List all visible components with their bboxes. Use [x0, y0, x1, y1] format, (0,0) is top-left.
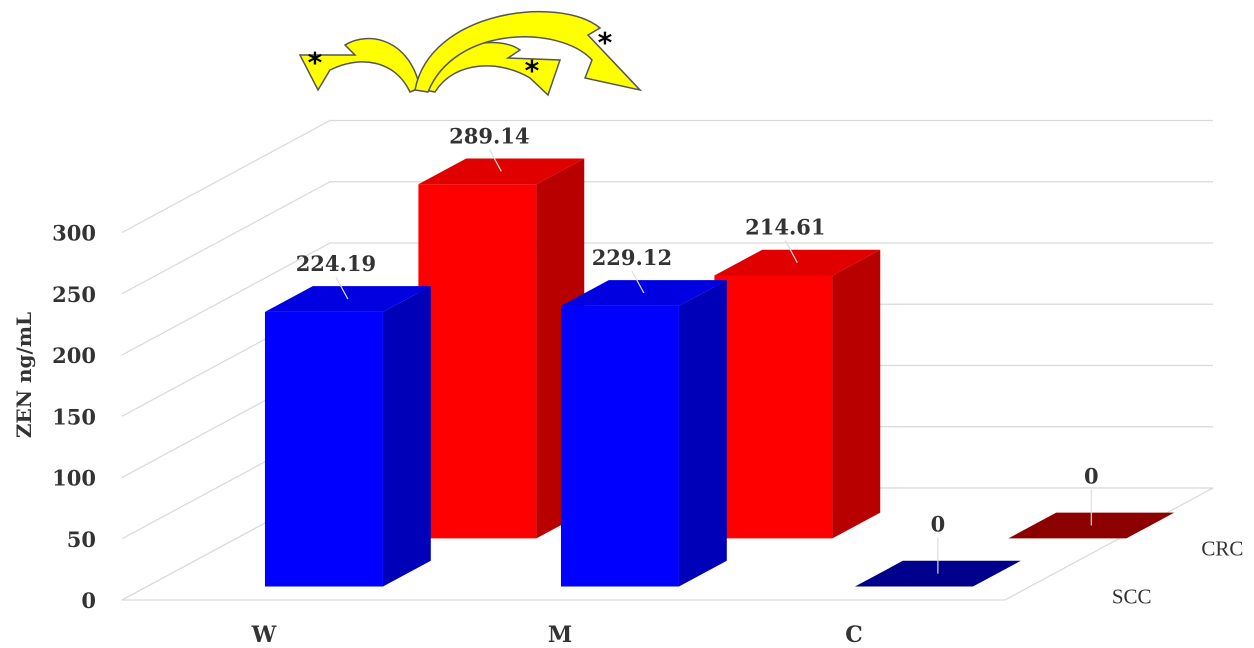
y-tick-label: 0 [81, 588, 96, 613]
significance-star: * [598, 26, 613, 59]
bar-scc-w: 224.19 [264, 251, 431, 587]
category-label: M [548, 622, 572, 648]
y-tick-label: 150 [52, 404, 96, 429]
y-tick-label: 300 [52, 221, 96, 246]
bar-front [264, 311, 383, 587]
data-label: 0 [1084, 464, 1099, 489]
y-tick-label: 100 [52, 466, 96, 491]
grid-line [121, 242, 1213, 356]
y-tick-label: 250 [52, 282, 96, 307]
bar-side [382, 286, 431, 587]
significance-arrows: * * * [298, 10, 643, 97]
data-label: 224.19 [296, 251, 376, 276]
category-label: C [845, 622, 863, 648]
bar-crc-c: 0 [1008, 464, 1175, 539]
arrow-right-long [414, 10, 643, 93]
category-label: W [251, 622, 277, 648]
series-label: SCC [1112, 585, 1152, 609]
data-label-leader [784, 240, 798, 263]
grid-line [121, 119, 1213, 234]
bar-side [678, 280, 727, 587]
series-label: CRC [1201, 537, 1243, 561]
significance-star: * [308, 46, 323, 79]
data-label: 289.14 [449, 123, 529, 148]
y-axis-ticks: 0 50 100 150 200 250 300 [52, 221, 96, 614]
data-label-leader [488, 149, 502, 172]
bar-front [560, 305, 679, 587]
arrow-left [298, 37, 421, 93]
bar-side [832, 249, 881, 539]
data-label-leader [335, 276, 349, 300]
significance-star: * [525, 54, 540, 87]
bar-scc-c: 0 [854, 512, 1021, 587]
grid-line [121, 181, 1213, 295]
bar-front [418, 184, 537, 539]
bars: 289.14 214.61 0 224.19 229.12 0 [264, 123, 1175, 587]
data-label: 214.61 [745, 215, 825, 240]
y-tick-label: 200 [52, 343, 96, 368]
data-label-leader [631, 270, 645, 294]
data-label: 0 [931, 512, 946, 537]
bar-scc-m: 229.12 [560, 245, 727, 587]
y-tick-label: 50 [67, 527, 96, 552]
bar-crc-m: 214.61 [714, 215, 881, 539]
bar-front [714, 275, 833, 539]
depth-axis-series-labels: SCC CRC [1112, 537, 1243, 609]
data-label: 229.12 [592, 245, 672, 270]
bar-crc-w: 289.14 [418, 123, 585, 539]
y-axis-title: ZEN ng/mL [12, 312, 36, 438]
